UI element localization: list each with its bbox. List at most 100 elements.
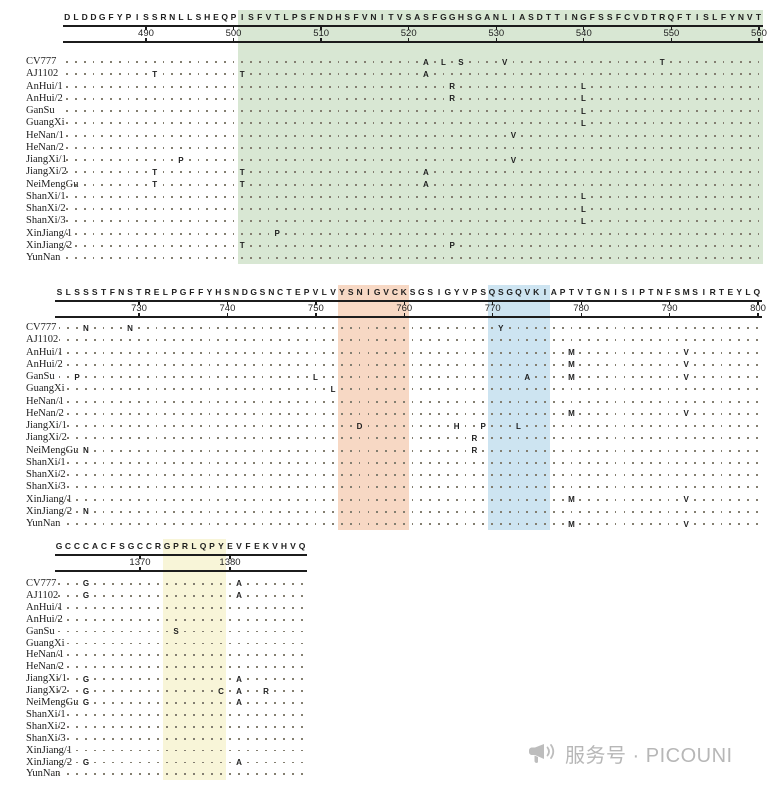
consensus-residue: K [400, 287, 407, 297]
residue-identity-dot [92, 244, 95, 247]
residue-identity-dot [390, 232, 392, 235]
residue-identity-dot [588, 327, 590, 330]
residue-identity-dot [407, 183, 410, 186]
residue-identity-dot [261, 400, 264, 403]
strain-name-label: CV777 [26, 578, 57, 589]
residue-identity-dot [670, 97, 672, 100]
residue-identity-dot [250, 146, 252, 149]
residue-identity-dot [538, 159, 541, 162]
strain-name-label: GuangXi [26, 637, 65, 649]
residue-identity-dot [390, 244, 392, 247]
residue-identity-dot [166, 690, 168, 692]
residue-identity-dot [274, 618, 276, 621]
consensus-residue: A [550, 287, 557, 297]
residue-identity-dot [491, 461, 493, 464]
residue-identity-dot [626, 146, 629, 149]
residue-identity-dot [402, 425, 405, 428]
consensus-residue: F [589, 12, 595, 22]
residue-identity-dot [407, 257, 410, 260]
residue-identity-dot [530, 61, 532, 64]
residue-identity-dot [85, 363, 87, 366]
residue-identity-dot [202, 713, 204, 716]
residue-identity-dot [468, 73, 471, 76]
consensus-residue: L [162, 287, 168, 297]
residue-identity-dot [661, 73, 664, 76]
residue-identity-dot [173, 461, 176, 464]
residue-identity-dot [623, 523, 626, 526]
residue-identity-dot [58, 594, 60, 597]
residue-identity-dot [650, 449, 652, 452]
residue-identity-dot [573, 122, 576, 125]
strain-sequence [55, 638, 307, 650]
residue-identity-dot [608, 220, 611, 223]
residue-identity-dot [229, 773, 231, 776]
residue-identity-dot [650, 400, 652, 403]
residue-identity-dot [731, 85, 734, 88]
residue-identity-dot [76, 713, 78, 716]
residue-identity-dot [341, 461, 343, 464]
residue-identity-dot [632, 327, 635, 330]
residue-identity-dot [58, 725, 60, 728]
consensus-residue: D [81, 12, 88, 22]
consensus-residue: V [746, 12, 753, 22]
residue-identity-dot [127, 257, 130, 260]
residue-identity-dot [738, 376, 741, 379]
residue-identity-dot [591, 146, 594, 149]
residue-identity-dot [757, 61, 760, 64]
residue-identity-dot [729, 523, 732, 526]
residue-identity-dot [517, 449, 520, 452]
residue-identity-dot [605, 474, 608, 477]
residue-identity-dot [93, 474, 96, 477]
residue-identity-dot [305, 498, 308, 501]
residue-identity-dot [755, 351, 758, 354]
residue-identity-dot [243, 510, 246, 513]
residue-identity-dot [261, 510, 264, 513]
residue-identity-dot [145, 97, 147, 100]
residue-identity-dot [355, 208, 357, 211]
ruler-tick [138, 302, 140, 306]
residue-identity-dot [188, 97, 191, 100]
residue-identity-dot [605, 498, 608, 501]
strain-sequence [55, 334, 762, 346]
residue-identity-dot [302, 159, 305, 162]
residue-identity-dot [66, 146, 69, 149]
strain-row: AnHui/1 M V [0, 347, 772, 359]
residue-identity-dot [588, 425, 590, 428]
residue-identity-dot [292, 594, 294, 597]
residue-identity-dot [608, 110, 611, 113]
residue-identity-dot [521, 146, 524, 149]
residue-identity-dot [367, 327, 370, 330]
residue-identity-dot [145, 232, 147, 235]
residue-identity-dot [288, 412, 290, 415]
residue-identity-dot [565, 171, 567, 174]
residue-identity-dot [678, 183, 681, 186]
residue-identity-dot [552, 510, 555, 513]
residue-identity-dot [267, 195, 270, 198]
residue-identity-dot [250, 97, 252, 100]
residue-identity-dot [190, 437, 193, 440]
residue-identity-dot [429, 376, 432, 379]
residue-identity-dot [687, 244, 690, 247]
residue-identity-dot [171, 171, 174, 174]
residue-identity-dot [232, 195, 235, 198]
residue-identity-dot [526, 339, 529, 342]
residue-identity-dot [425, 97, 427, 100]
residue-identity-dot [376, 498, 379, 501]
residue-identity-dot [468, 122, 471, 125]
residue-identity-dot [641, 474, 643, 477]
residue-identity-dot [243, 498, 246, 501]
residue-identity-dot [731, 208, 734, 211]
residue-identity-dot [66, 244, 69, 247]
residue-identity-dot [687, 220, 690, 223]
residue-identity-dot [137, 461, 140, 464]
residue-identity-dot [685, 400, 688, 403]
residue-identity-dot [464, 523, 467, 526]
residue-identity-dot [206, 97, 209, 100]
residue-identity-dot [301, 654, 303, 657]
residue-identity-dot [92, 171, 95, 174]
consensus-residue: V [396, 12, 403, 22]
residue-identity-dot [206, 195, 209, 198]
residue-identity-dot [111, 351, 114, 354]
residue-identity-dot [355, 146, 357, 149]
residue-identity-dot [67, 339, 70, 342]
